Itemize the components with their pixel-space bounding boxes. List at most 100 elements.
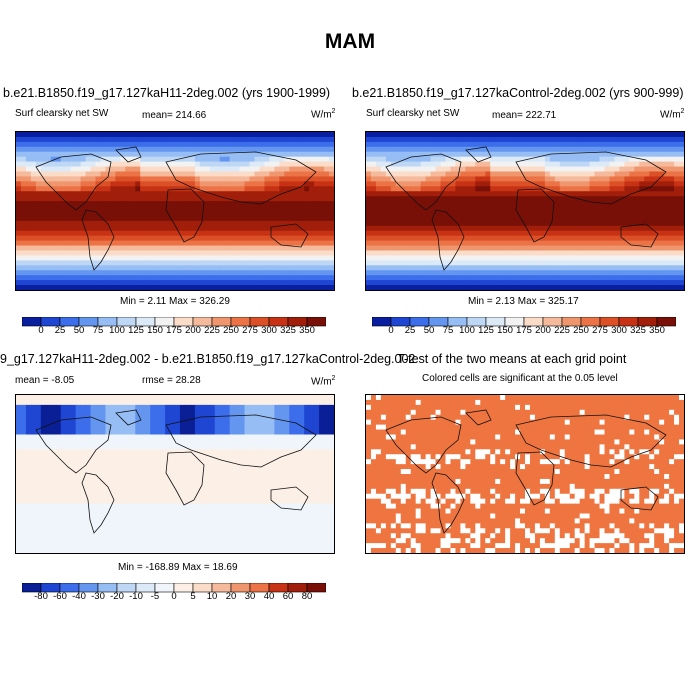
map-cell (490, 151, 496, 158)
map-cell (209, 399, 216, 406)
map-cell (385, 196, 392, 202)
map-cell (125, 419, 131, 426)
map-cell (385, 156, 392, 163)
map-cell (199, 196, 206, 202)
map-cell (319, 132, 325, 138)
map-cell (25, 250, 32, 257)
map-cell (254, 181, 261, 187)
map-cell (534, 245, 541, 252)
map-cell (624, 141, 630, 148)
map-cell (155, 156, 161, 163)
map-cell (25, 434, 32, 441)
map-cell (624, 161, 630, 168)
map-cell (490, 136, 496, 143)
map-cell (229, 424, 236, 431)
map-cell (490, 270, 496, 276)
map-cell (385, 255, 392, 261)
map-cell (366, 245, 372, 252)
map-cell (549, 176, 556, 182)
map-cell (165, 186, 171, 192)
map-cell (284, 166, 290, 173)
map-cell (634, 275, 640, 281)
map-cell (115, 225, 121, 232)
map-cell (100, 235, 107, 242)
map-cell (189, 424, 196, 431)
map-cell (629, 166, 635, 173)
map-cell (204, 240, 211, 247)
map-cell (510, 285, 516, 290)
map-cell (500, 136, 506, 143)
map-cell (16, 211, 22, 217)
map-cell (629, 196, 635, 202)
map-cell (314, 270, 320, 276)
map-cell (599, 211, 606, 217)
map-cell (460, 275, 466, 281)
map-cell (515, 230, 521, 237)
map-cell (584, 166, 591, 173)
map-cell (309, 245, 315, 252)
map-cell (75, 250, 82, 257)
map-cell (110, 454, 116, 460)
map-cell (614, 240, 621, 247)
map-cell (385, 211, 392, 217)
map-cell (50, 206, 57, 212)
map-cell (239, 206, 246, 212)
map-cell (485, 206, 491, 212)
map-cell (219, 270, 226, 276)
map-cell (115, 132, 121, 138)
map-cell (65, 270, 72, 276)
map-cell (60, 409, 67, 416)
map-cell (209, 235, 216, 242)
map-cell (525, 270, 531, 276)
map-cell (125, 225, 131, 232)
map-cell (370, 166, 377, 173)
map-cell (145, 250, 151, 257)
map-cell (366, 265, 372, 271)
map-cell (520, 275, 526, 281)
map-cell (125, 434, 131, 441)
map-cell (214, 166, 221, 173)
map-cell (70, 245, 77, 252)
map-cell (430, 156, 437, 163)
map-cell (370, 255, 377, 261)
map-cell (534, 151, 541, 158)
map-cell (75, 429, 82, 436)
map-cell (279, 280, 285, 286)
map-cell (584, 201, 591, 207)
map-cell (564, 156, 571, 163)
map-cell (184, 176, 191, 182)
map-cell (289, 181, 295, 187)
map-cell (395, 191, 402, 197)
map-cell (480, 146, 486, 153)
map-cell (445, 250, 452, 257)
map-cell (370, 206, 377, 212)
map-cell (55, 399, 62, 406)
map-cell (130, 399, 136, 406)
map-cell (370, 250, 377, 257)
map-cell (579, 275, 586, 281)
map-cell (239, 429, 246, 436)
map-cell (115, 141, 121, 148)
map-cell (184, 260, 191, 266)
map-cell (525, 275, 531, 281)
map-cell (624, 211, 630, 217)
map-cell (375, 240, 382, 247)
map-cell (669, 250, 675, 257)
map-cell (140, 215, 146, 222)
map-cell (120, 260, 126, 266)
map-cell (604, 275, 611, 281)
map-cell (415, 161, 422, 168)
map-cell (16, 151, 22, 158)
map-cell (100, 206, 107, 212)
map-cell (294, 245, 300, 252)
map-cell (579, 230, 586, 237)
map-cell (150, 136, 156, 143)
map-cell (564, 225, 571, 232)
map-cell (189, 250, 196, 257)
map-cell (70, 424, 77, 431)
map-cell (140, 414, 146, 421)
map-cell (264, 230, 271, 237)
map-cell (515, 181, 521, 187)
map-cell (50, 265, 57, 271)
map-cell (214, 424, 221, 431)
